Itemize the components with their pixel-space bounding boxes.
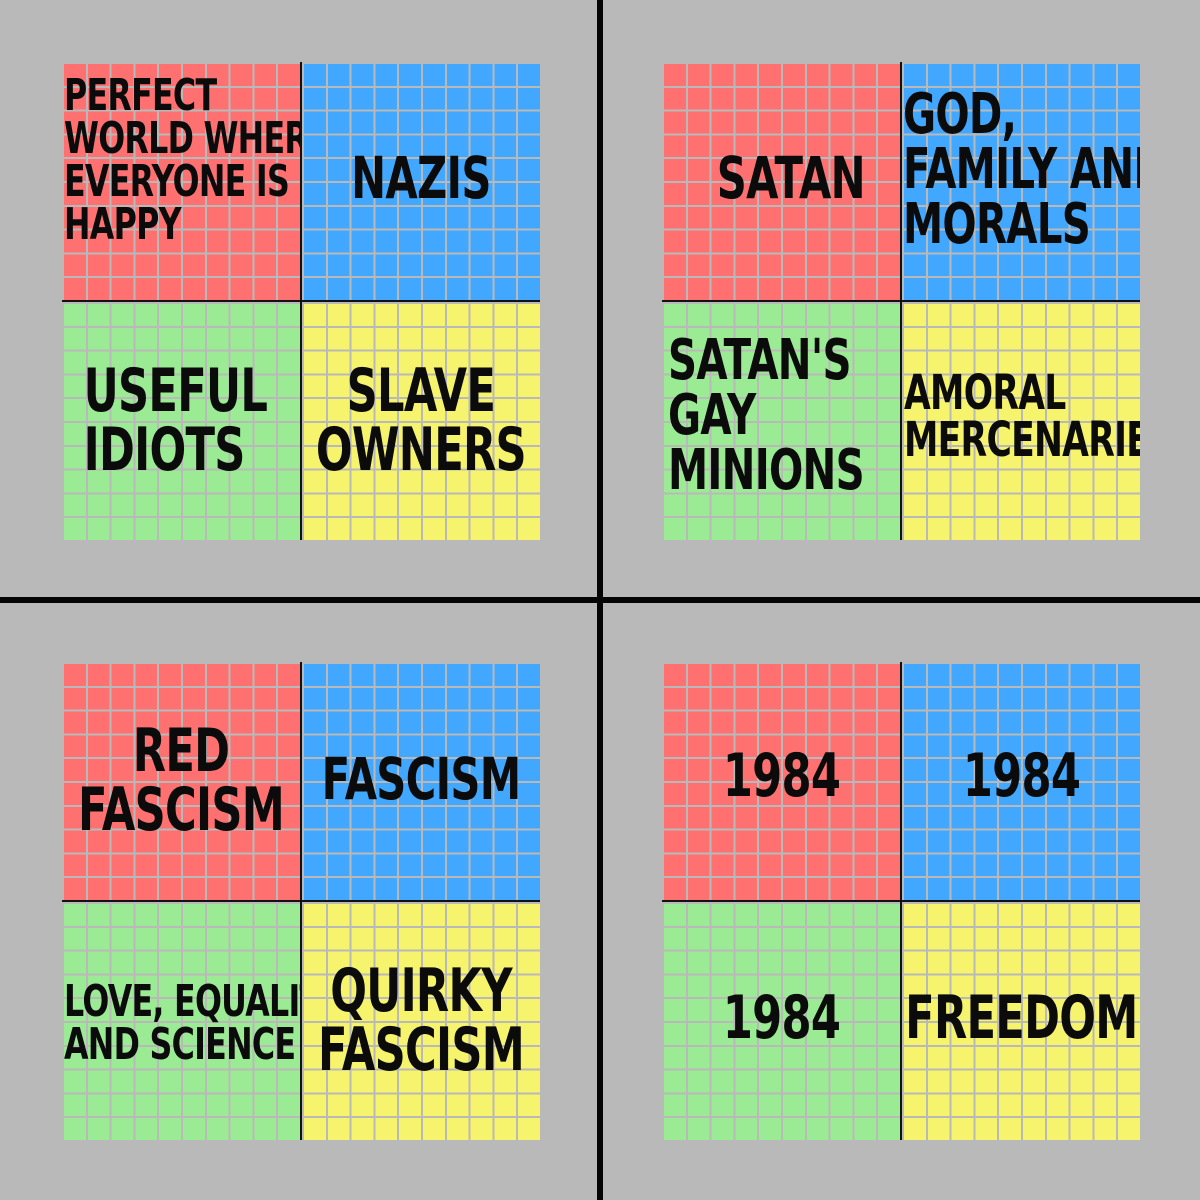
inner-grid: SATAN GOD, FAMILY AND MORALS SATAN'S GAY… [662,62,1140,540]
label-line: HAPPY [64,199,182,251]
inner-divider-horizontal [62,300,540,302]
inner-divider-horizontal [662,300,1140,302]
label-line: PERFECT [64,70,217,121]
inner-divider-horizontal [662,900,1140,902]
label-line: FASCISM [78,775,285,845]
label-line: EVERYONE IS [64,156,290,208]
label-line: IDIOTS [83,415,245,485]
label-line: MORALS [903,191,1091,257]
label-line: LOVE, EQUALITY [64,976,300,1027]
quadrant-top-left: PERFECT WORLD WHERE EVERYONE IS HAPPY NA… [0,0,600,600]
cell-god-family-morals: GOD, FAMILY AND MORALS [902,62,1140,300]
quadrant-bottom-right: 1984 1984 1984 FREEDOM [600,600,1200,1200]
label-line: FASCISM [318,1015,525,1085]
cell-1984-blue: 1984 [902,662,1140,900]
cell-1984-green: 1984 [662,902,900,1140]
inner-divider-horizontal [62,900,540,902]
label-line: WORLD WHERE [64,113,300,165]
label-line: SATAN [716,143,866,212]
cell-fascism: FASCISM [302,662,540,900]
label-line: 1984 [962,740,1080,811]
quadrant-top-right: SATAN GOD, FAMILY AND MORALS SATAN'S GAY… [600,0,1200,600]
label-line: GAY [668,382,756,448]
label-line: MERCENARIES [904,412,1140,469]
inner-grid: PERFECT WORLD WHERE EVERYONE IS HAPPY NA… [62,62,540,540]
cell-quirky-fascism: QUIRKY FASCISM [302,902,540,1140]
label-line: FASCISM [321,744,522,813]
cell-satans-gay-minions: SATAN'S GAY MINIONS [662,302,900,540]
cell-1984-red: 1984 [662,662,900,900]
label-line: AND SCIENCE [64,1019,296,1071]
label-line: FAMILY AND [903,136,1140,202]
cell-nazis: NAZIS [302,62,540,300]
cell-satan: SATAN [662,62,900,300]
label-line: OWNERS [315,415,527,485]
label-line: 1984 [722,740,840,811]
label-line: QUIRKY [330,956,512,1027]
label-line: RED [132,716,230,787]
cell-love-equality-science: LOVE, EQUALITY AND SCIENCE [62,902,300,1140]
quadrant-bottom-left: RED FASCISM FASCISM LOVE, EQUALITY AND S… [0,600,600,1200]
label-line: 1984 [722,982,840,1053]
cell-freedom: FREEDOM [902,902,1140,1140]
label-line: SLAVE [346,356,496,427]
cell-red-fascism: RED FASCISM [62,662,300,900]
label-line: NAZIS [351,143,491,212]
inner-grid: RED FASCISM FASCISM LOVE, EQUALITY AND S… [62,662,540,1140]
label-line: USEFUL [83,356,267,427]
cell-slave-owners: SLAVE OWNERS [302,302,540,540]
label-line: FREEDOM [904,982,1138,1053]
cell-useful-idiots: USEFUL IDIOTS [62,302,300,540]
label-line: AMORAL [904,365,1066,421]
label-line: SATAN'S [668,328,851,393]
cell-perfect-world: PERFECT WORLD WHERE EVERYONE IS HAPPY [62,62,300,300]
cell-amoral-mercenaries: AMORAL MERCENARIES [902,302,1140,540]
label-line: MINIONS [668,437,865,503]
axis-horizontal [0,597,1200,603]
label-line: GOD, [903,82,1017,147]
inner-grid: 1984 1984 1984 FREEDOM [662,662,1140,1140]
